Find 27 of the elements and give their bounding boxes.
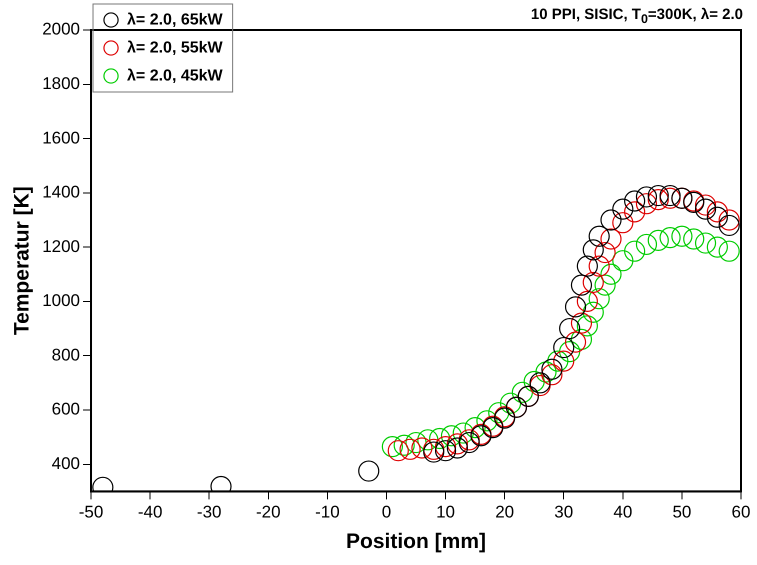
x-tick-label: 50 [672, 502, 692, 522]
y-tick-label: 1800 [42, 74, 80, 93]
legend-label: λ= 2.0, 45kW [127, 67, 224, 84]
y-tick-label: 2000 [42, 20, 80, 39]
x-tick-label: 20 [495, 502, 514, 522]
x-tick-label: -20 [256, 502, 281, 522]
x-tick-label: 30 [554, 502, 574, 522]
x-tick-label: 0 [382, 502, 392, 522]
y-tick-label: 600 [52, 400, 80, 419]
x-tick-label: -10 [315, 502, 340, 522]
legend-label: λ= 2.0, 55kW [127, 39, 224, 56]
x-tick-label: -40 [138, 502, 162, 522]
legend-label: λ= 2.0, 65kW [127, 11, 224, 28]
y-tick-label: 1400 [42, 182, 80, 202]
chart-title: 10 PPI, SISIC, T$_{0}$=300K, λ= 2.0 [530, 6, 743, 26]
y-axis-title: Temperatur [K] [10, 186, 34, 336]
y-tick-label: 400 [52, 454, 80, 473]
y-tick-label: 1000 [42, 291, 80, 310]
x-tick-label: -30 [196, 502, 222, 522]
y-tick-label: 800 [52, 345, 80, 364]
x-tick-label: 40 [613, 502, 632, 522]
x-tick-label: -50 [78, 502, 104, 522]
y-tick-label: 1200 [42, 236, 80, 256]
x-axis-title: Position [mm] [346, 530, 486, 554]
x-tick-label: 10 [436, 502, 456, 522]
x-tick-label: 60 [732, 502, 750, 522]
y-tick-label: 1600 [42, 128, 80, 148]
